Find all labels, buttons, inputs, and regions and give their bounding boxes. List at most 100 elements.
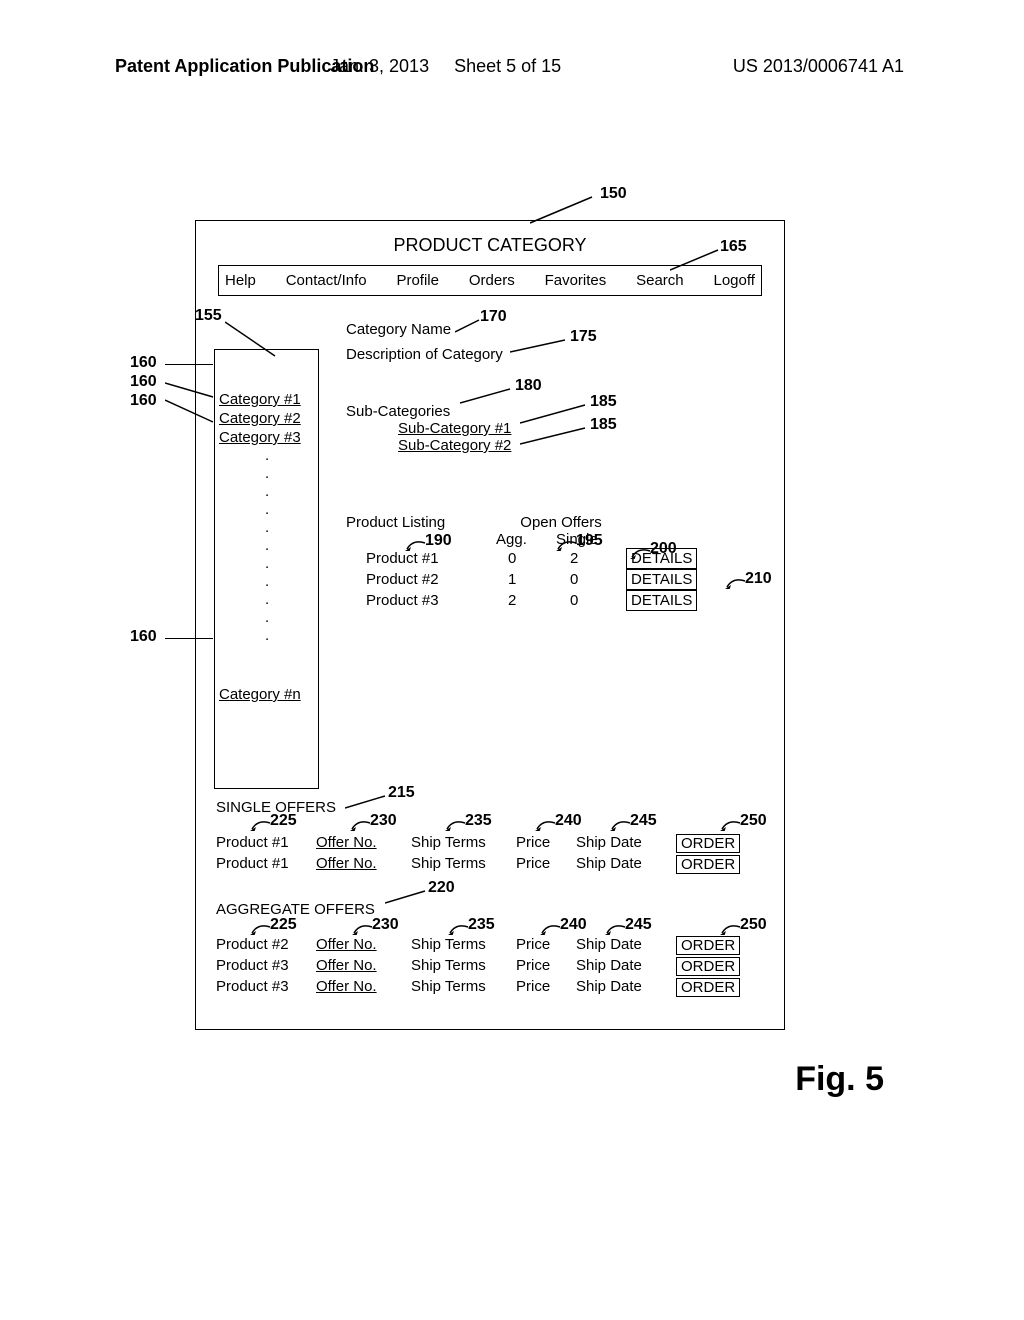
hook-245a bbox=[605, 921, 627, 935]
ref-200: 200 bbox=[650, 540, 677, 558]
hook-250s bbox=[720, 817, 742, 831]
header-date: Jan. 3, 2013 Sheet 5 of 15 bbox=[330, 56, 561, 77]
ref-160a: 160 bbox=[130, 354, 157, 372]
ref-240a: 240 bbox=[560, 916, 587, 934]
hook-235s bbox=[445, 817, 467, 831]
ref-240s: 240 bbox=[555, 812, 582, 830]
category-name: Category Name bbox=[346, 321, 736, 338]
lead-215 bbox=[345, 794, 390, 810]
ao-r3-date: Ship Date bbox=[576, 978, 676, 997]
so-r1-date: Ship Date bbox=[576, 834, 676, 853]
so-r1-offer[interactable]: Offer No. bbox=[316, 834, 411, 853]
ref-245s: 245 bbox=[630, 812, 657, 830]
ref-245a: 245 bbox=[625, 916, 652, 934]
ref-235a: 235 bbox=[468, 916, 495, 934]
hook-200 bbox=[630, 545, 652, 559]
so-r1-ship: Ship Terms bbox=[411, 834, 516, 853]
prod-row-1-single: 2 bbox=[556, 550, 626, 567]
ref-160n: 160 bbox=[130, 628, 157, 646]
order-button-ao2[interactable]: ORDER bbox=[676, 957, 740, 976]
agg-label: Agg. bbox=[496, 531, 556, 548]
lead-185a bbox=[520, 403, 590, 425]
so-r2-price: Price bbox=[516, 855, 576, 874]
ref-250a: 250 bbox=[740, 916, 767, 934]
ref-230s: 230 bbox=[370, 812, 397, 830]
hook-240a bbox=[540, 921, 562, 935]
lead-160n bbox=[165, 638, 213, 639]
ref-195: 195 bbox=[576, 532, 603, 550]
menu-help[interactable]: Help bbox=[225, 272, 256, 289]
sidebar-item-cat3[interactable]: Category #3 bbox=[215, 428, 318, 447]
prod-row-1-name: Product #1 bbox=[346, 550, 496, 567]
lead-185b bbox=[520, 426, 590, 446]
hook-230a bbox=[352, 921, 374, 935]
prod-listing-header: Product Listing bbox=[346, 514, 496, 531]
ref-230a: 230 bbox=[372, 916, 399, 934]
so-r1-prod: Product #1 bbox=[216, 834, 316, 853]
so-r2-ship: Ship Terms bbox=[411, 855, 516, 874]
header-date-text: Jan. 3, 2013 bbox=[330, 56, 429, 76]
lead-180 bbox=[460, 387, 515, 405]
ref-215: 215 bbox=[388, 784, 415, 802]
prod-row-3-single: 0 bbox=[556, 592, 626, 609]
so-r2-date: Ship Date bbox=[576, 855, 676, 874]
menu-search[interactable]: Search bbox=[636, 272, 684, 289]
hook-190 bbox=[405, 537, 427, 551]
ao-r3-offer[interactable]: Offer No. bbox=[316, 978, 411, 997]
open-offers-header: Open Offers bbox=[496, 514, 626, 531]
menu-contact[interactable]: Contact/Info bbox=[286, 272, 367, 289]
ao-r2-ship: Ship Terms bbox=[411, 957, 516, 976]
hook-225s bbox=[250, 817, 272, 831]
ref-160b: 160 bbox=[130, 373, 157, 391]
ao-r1-ship: Ship Terms bbox=[411, 936, 516, 955]
hook-230s bbox=[350, 817, 372, 831]
so-r2-offer[interactable]: Offer No. bbox=[316, 855, 411, 874]
lead-160a bbox=[165, 364, 213, 365]
ref-235s: 235 bbox=[465, 812, 492, 830]
order-button-so2[interactable]: ORDER bbox=[676, 855, 740, 874]
details-button-3[interactable]: DETAILS bbox=[626, 590, 697, 611]
menu-orders[interactable]: Orders bbox=[469, 272, 515, 289]
lead-170 bbox=[455, 318, 485, 334]
hook-210 bbox=[725, 575, 747, 589]
lead-155 bbox=[225, 318, 280, 358]
hook-245s bbox=[610, 817, 632, 831]
order-button-ao1[interactable]: ORDER bbox=[676, 936, 740, 955]
menu-favorites[interactable]: Favorites bbox=[545, 272, 607, 289]
menu-logoff[interactable]: Logoff bbox=[714, 272, 755, 289]
sidebar-item-cat2[interactable]: Category #2 bbox=[215, 409, 318, 428]
so-r1-price: Price bbox=[516, 834, 576, 853]
order-button-so1[interactable]: ORDER bbox=[676, 834, 740, 853]
lead-165 bbox=[670, 248, 725, 273]
ao-r3-price: Price bbox=[516, 978, 576, 997]
prod-row-3-name: Product #3 bbox=[346, 592, 496, 609]
sidebar: Category #1 Category #2 Category #3 ....… bbox=[214, 349, 319, 789]
hook-235a bbox=[448, 921, 470, 935]
main-content: Category Name Description of Category Su… bbox=[346, 321, 736, 611]
ao-r3-prod: Product #3 bbox=[216, 978, 316, 997]
ref-225s: 225 bbox=[270, 812, 297, 830]
sidebar-item-catn[interactable]: Category #n bbox=[215, 685, 318, 704]
order-button-ao3[interactable]: ORDER bbox=[676, 978, 740, 997]
sidebar-dots: ........... bbox=[215, 447, 318, 645]
prod-row-2-agg: 1 bbox=[496, 571, 556, 588]
prod-row-1-agg: 0 bbox=[496, 550, 556, 567]
product-listing: Product Listing Open Offers Agg. Single … bbox=[346, 514, 736, 611]
ao-r2-offer[interactable]: Offer No. bbox=[316, 957, 411, 976]
prod-row-2-single: 0 bbox=[556, 571, 626, 588]
header-pubnum: US 2013/0006741 A1 bbox=[733, 56, 904, 77]
prod-row-3-agg: 2 bbox=[496, 592, 556, 609]
ao-r1-offer[interactable]: Offer No. bbox=[316, 936, 411, 955]
so-r2-prod: Product #1 bbox=[216, 855, 316, 874]
ref-225a: 225 bbox=[270, 916, 297, 934]
ref-185b: 185 bbox=[590, 416, 617, 434]
details-button-2[interactable]: DETAILS bbox=[626, 569, 697, 590]
ao-r2-prod: Product #3 bbox=[216, 957, 316, 976]
sidebar-item-cat1[interactable]: Category #1 bbox=[215, 390, 318, 409]
ref-250s: 250 bbox=[740, 812, 767, 830]
menu-profile[interactable]: Profile bbox=[396, 272, 439, 289]
hook-225a bbox=[250, 921, 272, 935]
ref-190: 190 bbox=[425, 532, 452, 550]
hook-195 bbox=[556, 537, 578, 551]
ref-210: 210 bbox=[745, 570, 772, 588]
